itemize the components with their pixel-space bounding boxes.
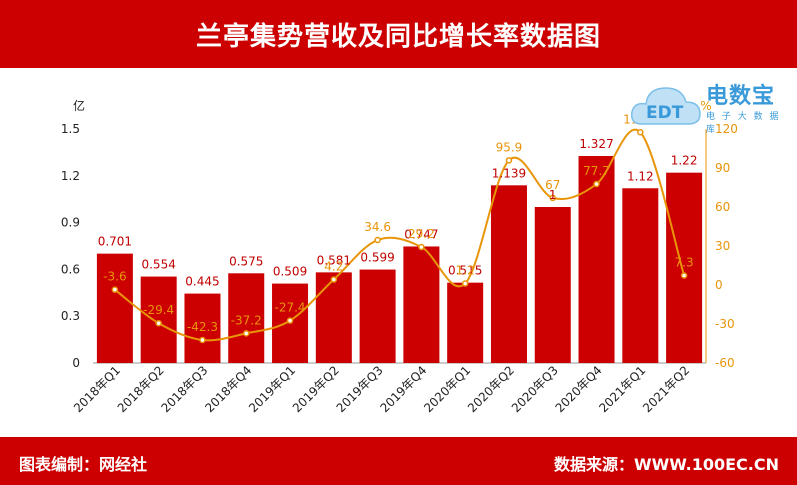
line-value-label: 77.7 xyxy=(583,164,610,178)
bar-value-label: 1.327 xyxy=(579,137,613,151)
footer-banner: 图表编制：网经社 数据来源：WWW.100EC.CN xyxy=(0,437,797,485)
bar-value-label: 1.139 xyxy=(492,166,526,180)
line-point xyxy=(243,330,250,337)
line-point xyxy=(374,236,381,244)
y-left-axis-label: 亿 xyxy=(73,98,85,113)
bar-value-label: 0.445 xyxy=(185,275,219,289)
logo-name: 电数宝 xyxy=(706,84,776,109)
line-point xyxy=(418,243,425,251)
x-tick-label: 2020年Q1 xyxy=(421,363,473,415)
x-tick-label: 2020年Q2 xyxy=(465,363,517,415)
y-right-tick-label: -30 xyxy=(715,317,735,331)
x-tick-label: 2018年Q2 xyxy=(115,363,167,415)
line-value-label: 29.2 xyxy=(408,227,435,241)
line-point xyxy=(199,336,206,344)
logo-mark: EDT xyxy=(646,103,684,123)
bar-value-label: 0.509 xyxy=(273,265,307,279)
y-right-tick-label: 30 xyxy=(715,239,730,253)
line-value-label: 67 xyxy=(545,178,560,192)
chart-credit: 图表编制：网经社 xyxy=(19,455,148,474)
x-tick-label: 2020年Q3 xyxy=(509,363,561,415)
chart-canvas: 0 0.3 0.6 0.9 1.2 1.5 亿 -60 -30 0 30 60 90 120% 2018年Q… xyxy=(61,98,738,415)
y-right-tick-label: 0 xyxy=(715,278,723,292)
line-value-label: 7.3 xyxy=(675,256,694,270)
bar xyxy=(578,155,615,363)
line-value-label: 34.6 xyxy=(364,220,391,234)
bar-value-label: 0.701 xyxy=(98,235,132,249)
logo: EDT 电数宝 电 子 大 数 据 库 xyxy=(628,74,790,136)
y-right-tick-label: 90 xyxy=(715,161,730,175)
x-tick-label: 2019年Q2 xyxy=(290,363,342,415)
bar-value-label: 0.599 xyxy=(360,251,394,265)
bar-value-label: 0.581 xyxy=(317,253,351,267)
bar xyxy=(140,276,177,363)
cloud-logo-icon: EDT xyxy=(630,87,701,125)
line-value-label: -37.2 xyxy=(231,313,262,327)
line-point xyxy=(637,129,644,136)
line-point xyxy=(155,319,162,327)
x-tick-label: 2021年Q1 xyxy=(596,363,648,415)
x-tick-label: 2018年Q3 xyxy=(159,363,211,415)
y-right-tick-label: 60 xyxy=(715,200,730,214)
bar xyxy=(403,246,440,363)
bar xyxy=(490,185,527,363)
line-point xyxy=(111,286,119,293)
x-tick-label: 2019年Q3 xyxy=(334,363,386,415)
data-source: 数据来源：WWW.100EC.CN xyxy=(553,455,779,474)
y-left-tick-label: 1.2 xyxy=(61,169,80,183)
bar xyxy=(184,293,221,363)
bar xyxy=(228,273,265,363)
bar-value-label: 1.22 xyxy=(671,154,698,168)
y-left-tick-label: 0.9 xyxy=(61,216,80,230)
line-point xyxy=(505,157,513,164)
y-right-tick-label: -60 xyxy=(715,356,735,370)
line-value-label: 95.9 xyxy=(496,140,523,154)
y-left-tick-label: 1.5 xyxy=(61,122,80,136)
x-tick-label: 2020年Q4 xyxy=(553,363,605,415)
bar xyxy=(534,207,571,363)
y-left-tick-label: 0.6 xyxy=(61,262,80,276)
bar xyxy=(622,188,659,363)
bar-value-label: 1 xyxy=(549,188,557,202)
bar xyxy=(359,269,396,363)
x-tick-label: 2018年Q4 xyxy=(202,363,254,415)
line-value-label: -27.4 xyxy=(275,301,306,315)
line-value-label: -42.3 xyxy=(187,320,218,334)
line-point xyxy=(461,280,469,287)
y-left-tick-label: 0.3 xyxy=(61,309,80,323)
bar-value-label: 0.575 xyxy=(229,254,263,268)
line-point xyxy=(330,276,338,283)
bar-value-label: 0.747 xyxy=(404,227,438,241)
line-value-label: -3.6 xyxy=(103,270,126,284)
line-value-label: 1.2 xyxy=(456,263,475,277)
line-point xyxy=(549,194,556,202)
chart-title: 兰亭集势营收及同比增长率数据图 xyxy=(195,21,601,52)
line-value-label: 4.2 xyxy=(324,260,343,274)
logo-subtitle: 电 子 大 数 据 库 xyxy=(706,112,781,135)
bar-value-label: 0.554 xyxy=(141,258,175,272)
line-point xyxy=(593,180,600,188)
bar-value-label: 0.515 xyxy=(448,264,482,278)
line-point xyxy=(680,272,688,279)
x-tick-label: 2021年Q2 xyxy=(640,363,692,415)
x-tick-label: 2019年Q4 xyxy=(377,363,429,415)
y-left-tick-label: 0 xyxy=(72,356,80,370)
y-right-axis-label: % xyxy=(700,99,711,113)
bar xyxy=(666,172,703,363)
growth-rate-line xyxy=(114,128,686,342)
bar-value-label: 1.12 xyxy=(627,169,654,183)
bar xyxy=(96,253,133,363)
line-point xyxy=(286,317,294,324)
x-tick-label: 2019年Q1 xyxy=(246,363,298,415)
x-tick-label: 2018年Q1 xyxy=(71,363,123,415)
header-banner: 兰亭集势营收及同比增长率数据图 xyxy=(0,0,797,68)
y-right-tick-label: 120 xyxy=(715,122,738,136)
bar xyxy=(315,272,352,363)
line-value-label: -29.4 xyxy=(143,303,174,317)
bar xyxy=(447,282,484,363)
